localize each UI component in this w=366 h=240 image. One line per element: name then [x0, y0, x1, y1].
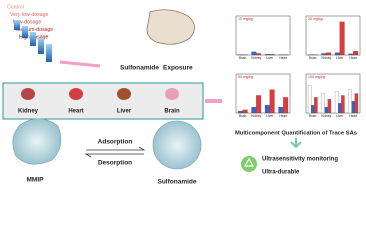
bar	[334, 91, 339, 114]
adsorption-label: Adsorption	[98, 139, 133, 146]
rat-illustration	[146, 9, 195, 45]
bar	[321, 53, 327, 56]
dosage-label: Very low-dosage	[10, 12, 48, 18]
bar	[348, 53, 354, 56]
dosage-label: Low-dosage	[13, 19, 41, 25]
bar	[311, 105, 315, 114]
bar	[353, 50, 359, 56]
x-tick-label: Kidney	[321, 56, 331, 60]
x-tick-label: Kidney	[251, 56, 261, 60]
bar	[348, 89, 352, 114]
organ-label: Kidney	[18, 109, 39, 115]
organs: Kidney Heart Liver Brain	[18, 88, 180, 115]
x-tick-label: Kidney	[251, 114, 261, 118]
x-tick-label: Brain	[239, 114, 247, 118]
bar	[326, 52, 332, 56]
x-tick-label: Heart	[349, 114, 357, 118]
x-tick-label: Liver	[336, 114, 344, 118]
bar	[338, 103, 342, 114]
charts: 10 mg/kg Brain Kidney Liver Heart 25 mg/kg Bra…	[235, 15, 361, 118]
dosage-label: Control	[7, 4, 24, 10]
x-tick-label: Heart	[279, 56, 287, 60]
panel-frame	[305, 15, 361, 56]
x-tick-label: Brain	[309, 114, 317, 118]
bar	[256, 95, 262, 114]
bar	[351, 101, 355, 114]
panel-title: 50 mg/kg	[238, 75, 253, 79]
sulfonamide-particle	[152, 120, 202, 170]
mmip-label: MMIP	[27, 177, 45, 184]
bar	[264, 54, 270, 56]
bar	[327, 99, 332, 114]
bar	[256, 53, 262, 56]
desorption-label: Desorption	[98, 160, 132, 167]
bar	[251, 51, 257, 56]
benefit: Ultra-durable	[262, 170, 300, 176]
dose-steps	[14, 20, 52, 62]
organ-label: Liver	[117, 109, 132, 115]
arrow	[84, 153, 144, 158]
bar	[251, 107, 257, 114]
bar	[278, 107, 284, 114]
panel-frame	[235, 73, 291, 114]
bar	[339, 21, 345, 56]
caption: Multicomponent Quantification of Trace S…	[235, 131, 357, 137]
x-tick-label: Liver	[266, 114, 274, 118]
bar	[264, 105, 270, 114]
dosage-label: Medium-dosage	[16, 27, 53, 33]
bar	[237, 110, 243, 114]
x-tick-label: Liver	[266, 56, 274, 60]
panel-frame	[235, 15, 291, 56]
organ-label: Heart	[68, 109, 83, 115]
x-tick-label: Brain	[309, 56, 317, 60]
x-tick-label: Brain	[239, 56, 247, 60]
exposure-compound: Sulfonamide	[120, 65, 159, 72]
benefit: Ultrasensitivity monitoring	[262, 157, 338, 163]
x-tick-label: Heart	[279, 114, 287, 118]
bar	[354, 93, 359, 114]
bar	[283, 97, 289, 114]
bar	[269, 89, 275, 114]
x-tick-label: Liver	[336, 56, 344, 60]
bar	[334, 52, 340, 56]
bar	[242, 109, 248, 114]
arrow	[59, 60, 101, 68]
organ-icon	[21, 88, 35, 100]
arrow	[290, 138, 302, 149]
bar	[324, 107, 328, 114]
mmip-particle	[12, 118, 62, 165]
organ-label: Brain	[164, 109, 180, 115]
x-tick-label: Heart	[349, 56, 357, 60]
panel-title: 25 mg/kg	[308, 17, 323, 21]
bar	[321, 93, 325, 114]
recycle-icon	[243, 157, 255, 167]
arrow	[86, 146, 146, 151]
bar	[314, 97, 318, 114]
bar	[269, 54, 275, 56]
bar	[307, 85, 312, 114]
panel-title: 10 mg/kg	[238, 17, 253, 21]
organ-icon	[117, 88, 131, 100]
organ-icon	[165, 88, 179, 100]
x-tick-label: Kidney	[321, 114, 331, 118]
exposure-label: Exposure	[163, 65, 193, 72]
sulfonamide-label: Sulfonamide	[157, 179, 196, 186]
organ-icon	[69, 88, 83, 100]
panel-title: 100 mg/kg	[308, 75, 325, 79]
recycle-icon	[241, 156, 257, 172]
bar	[341, 95, 345, 114]
